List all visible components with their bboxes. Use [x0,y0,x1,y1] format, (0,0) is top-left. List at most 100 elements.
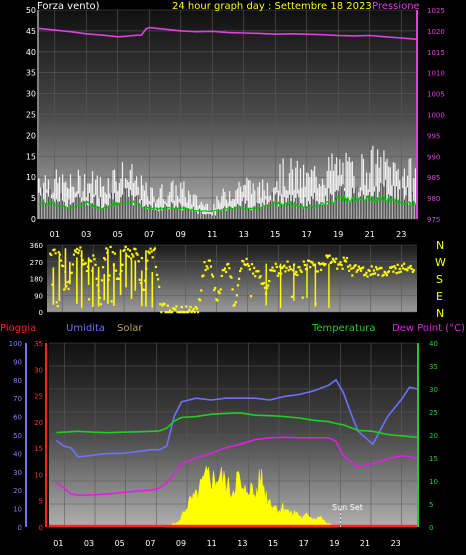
direction-point [137,260,140,263]
temperature-tick-label: 5 [429,501,433,509]
direction-point [167,311,170,314]
direction-point [219,288,222,291]
temperature-tick-label: 40 [429,340,438,348]
x-tick-label: 01 [50,230,60,239]
x-tick-label: 11 [207,539,217,548]
solar-area [163,466,338,528]
humidity-tick-label: 70 [13,395,22,403]
direction-point [370,265,373,268]
direction-point [51,283,54,286]
direction-point [62,264,65,268]
direction-point [161,304,164,307]
direction-point [50,253,53,257]
pressure-tick-label: 1020 [427,28,445,36]
direction-point [110,300,113,303]
direction-point [248,268,251,271]
direction-point [205,265,208,268]
direction-point [121,263,124,266]
direction-point [114,269,118,272]
direction-point [247,264,250,268]
direction-point [235,294,238,297]
direction-tick-label: 360 [30,242,43,250]
direction-point [67,287,70,291]
direction-point [174,308,177,311]
wind-tick-label: 40 [26,48,36,57]
direction-point [283,264,286,267]
direction-point [410,267,413,271]
direction-point [213,288,216,292]
direction-point [392,270,395,273]
direction-point [175,305,178,308]
humidity-tick-label: 100 [9,340,22,348]
direction-point [87,298,91,301]
compass-n-top: N [436,239,444,252]
direction-point [139,281,142,285]
direction-point [302,260,305,263]
direction-point [229,275,232,278]
direction-point [136,253,139,256]
temperature-tick-label: 30 [429,386,438,394]
direction-point [94,263,97,266]
direction-point [287,269,290,272]
rain-tick-label: 30 [34,366,43,374]
direction-point [168,309,172,312]
direction-point [348,269,351,272]
direction-point [344,260,347,263]
direction-point [397,271,400,274]
direction-point [409,264,412,268]
direction-point [210,273,214,276]
direction-point [78,249,81,252]
direction-point [316,270,319,273]
wind-tick-label: 50 [26,6,36,15]
pressure-line [38,26,418,41]
x-tick-label: 01 [53,539,63,548]
legend-temperature: Temperatura [311,323,376,334]
direction-point [199,299,202,302]
direction-point [218,292,221,295]
direction-point [222,268,226,272]
direction-point [77,252,80,255]
direction-point [318,263,322,266]
direction-point [158,285,161,288]
direction-point [284,270,287,273]
direction-point [276,274,279,277]
direction-point [382,273,385,276]
direction-point [203,260,206,264]
direction-point [132,255,135,258]
x-tick-label: 15 [270,230,280,239]
direction-point [373,272,377,275]
direction-point [66,281,69,284]
direction-point [299,269,302,272]
direction-point [65,285,68,288]
direction-tick-label: 90 [34,292,43,300]
direction-point [391,265,394,268]
x-tick-label: 13 [237,539,247,548]
direction-point [202,274,205,277]
direction-point [123,248,126,251]
direction-point [295,270,298,274]
x-tick-label: 23 [396,230,406,239]
x-tick-label: 19 [333,230,343,239]
direction-point [253,266,256,270]
wind-tick-label: 15 [26,152,36,161]
wind-tick-label: 10 [26,173,36,182]
humidity-tick-label: 10 [13,506,22,514]
x-tick-label: 03 [81,230,91,239]
direction-point [398,267,401,270]
legend-rain: Pioggia [0,323,36,334]
direction-point [358,267,362,270]
direction-point [101,266,105,269]
direction-point [412,269,415,272]
compass-s: S [436,273,443,286]
direction-point [81,259,84,262]
compass-e: E [436,290,443,303]
direction-point [76,247,79,250]
direction-point [250,263,254,266]
direction-tick-label: 0 [39,309,43,317]
direction-point [335,257,338,260]
direction-point [135,252,138,255]
direction-point [138,278,141,281]
direction-point [192,307,195,311]
sunset-annotation: Sun Set [332,503,363,512]
direction-point [329,261,332,264]
